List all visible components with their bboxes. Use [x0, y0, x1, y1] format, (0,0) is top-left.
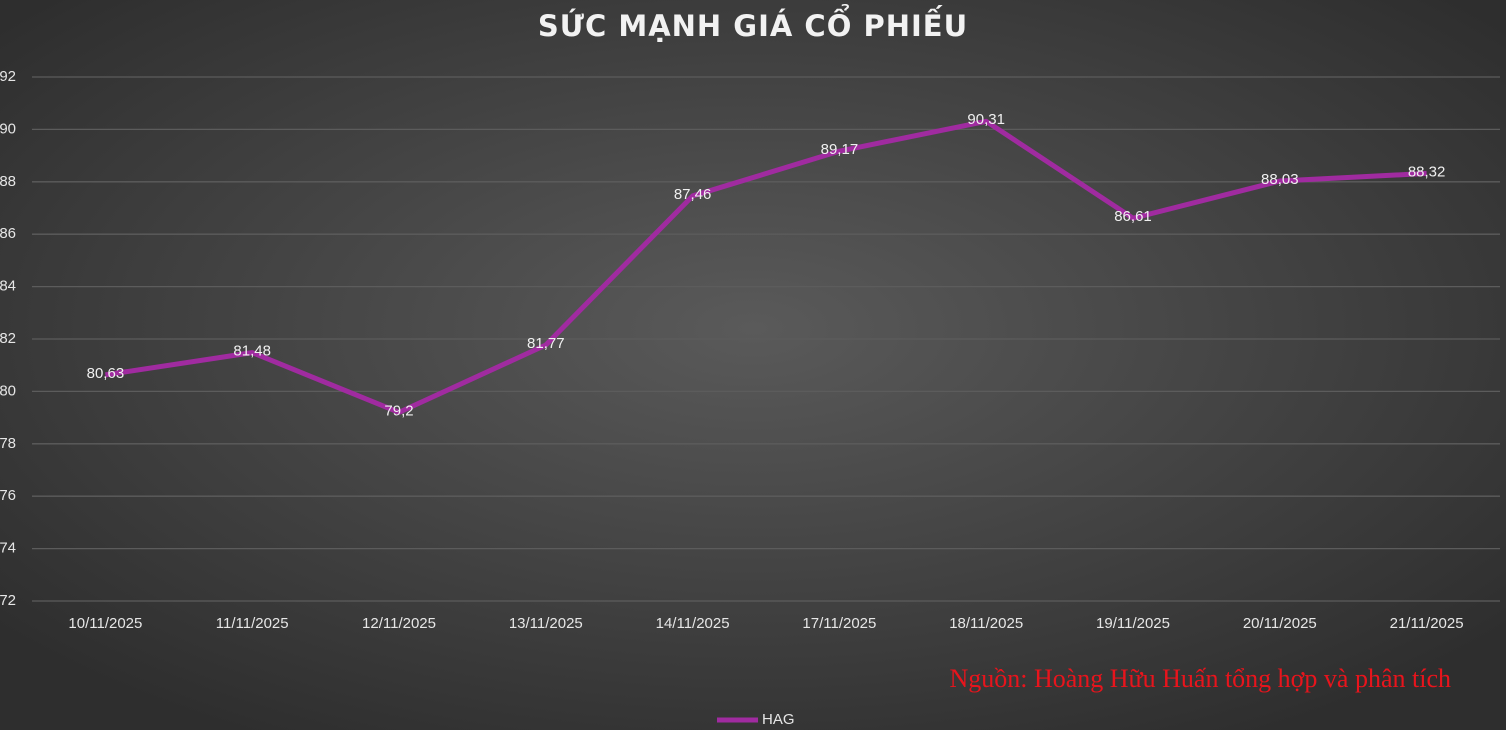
data-label: 88,32	[1408, 163, 1446, 180]
data-label: 89,17	[821, 141, 859, 158]
y-tick-label: 74	[0, 540, 16, 557]
y-tick-label: 86	[0, 225, 16, 242]
x-tick-label: 10/11/2025	[68, 615, 142, 632]
x-tick-label: 19/11/2025	[1096, 615, 1170, 632]
x-tick-label: 14/11/2025	[656, 615, 730, 632]
chart-title: SỨC MẠNH GIÁ CỔ PHIẾU	[538, 3, 968, 43]
y-tick-label: 80	[0, 382, 16, 399]
x-tick-label: 18/11/2025	[949, 615, 1023, 632]
x-tick-label: 12/11/2025	[362, 615, 436, 632]
x-tick-label: 13/11/2025	[509, 615, 583, 632]
y-tick-label: 72	[0, 592, 16, 609]
data-label: 90,31	[967, 111, 1005, 128]
x-tick-label: 20/11/2025	[1243, 615, 1317, 632]
y-tick-label: 92	[0, 68, 16, 85]
data-label: 81,77	[527, 335, 565, 352]
x-tick-label: 21/11/2025	[1390, 615, 1464, 632]
x-tick-label: 11/11/2025	[216, 615, 289, 632]
data-label: 79,2	[384, 402, 413, 419]
y-tick-label: 84	[0, 278, 16, 295]
x-tick-label: 17/11/2025	[802, 615, 876, 632]
data-label: 88,03	[1261, 171, 1299, 188]
source-note: Nguồn: Hoàng Hữu Huấn tổng hợp và phân t…	[949, 664, 1451, 693]
y-tick-label: 82	[0, 330, 16, 347]
data-label: 86,61	[1114, 208, 1152, 225]
data-label: 87,46	[674, 186, 712, 203]
data-label: 80,63	[87, 365, 125, 382]
y-tick-label: 90	[0, 120, 16, 137]
line-series	[105, 118, 1427, 415]
y-tick-label: 76	[0, 487, 16, 504]
y-tick-label: 78	[0, 435, 16, 452]
data-label: 81,48	[233, 343, 271, 360]
legend-label: HAG	[762, 711, 795, 728]
y-tick-label: 88	[0, 173, 16, 190]
